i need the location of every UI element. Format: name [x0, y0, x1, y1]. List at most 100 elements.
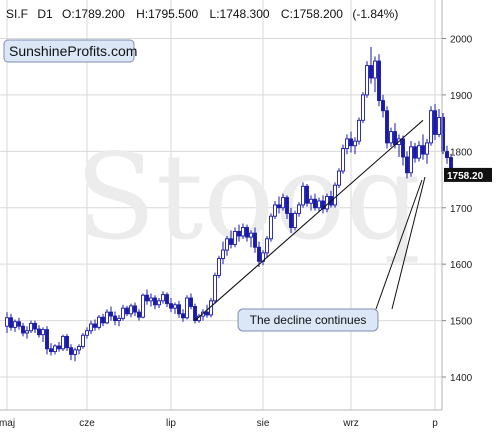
candle-body-up	[273, 204, 277, 217]
candle-body-up	[437, 117, 441, 135]
candle	[45, 326, 49, 355]
candle-body-up	[117, 317, 121, 322]
candle	[37, 325, 41, 338]
candle	[273, 200, 277, 220]
candle	[277, 196, 281, 214]
candle	[445, 145, 449, 164]
candle	[309, 195, 313, 211]
candle	[149, 293, 153, 307]
candle	[257, 241, 261, 267]
candle-body-up	[357, 119, 361, 142]
candle-body-down	[177, 304, 181, 315]
candle-body-down	[205, 311, 209, 316]
candle-body-down	[125, 307, 129, 315]
candle	[65, 334, 69, 352]
y-tick-label: 1800	[450, 147, 473, 158]
candle	[53, 344, 57, 355]
candle-body-up	[241, 227, 245, 237]
candle	[237, 224, 241, 242]
candle-body-up	[373, 60, 377, 79]
trendline-support	[194, 119, 424, 321]
candle	[289, 207, 293, 234]
candle-body-down	[153, 297, 157, 306]
candle	[241, 223, 245, 239]
candle	[205, 304, 209, 318]
candle	[369, 46, 373, 84]
candle-body-up	[361, 94, 365, 121]
candle	[429, 106, 433, 146]
candle-body-up	[417, 145, 421, 159]
candle	[357, 117, 361, 145]
candle	[253, 227, 257, 253]
candle	[109, 306, 113, 321]
candle-body-down	[433, 110, 437, 135]
y-tick-label: 1700	[450, 204, 473, 215]
candle-body-up	[25, 330, 29, 334]
candle-body-up	[89, 323, 93, 332]
candle-body-down	[93, 323, 97, 328]
candle-body-up	[81, 334, 85, 347]
current-price-tag: 1758.20	[444, 167, 492, 182]
candle-body-down	[421, 145, 425, 155]
candle	[365, 61, 369, 98]
candle	[281, 193, 285, 211]
candle	[5, 312, 9, 333]
candle-body-down	[445, 150, 449, 158]
candle	[377, 54, 381, 107]
candle	[181, 309, 185, 322]
candle	[337, 168, 341, 189]
candle	[433, 103, 437, 141]
candle-body-down	[165, 294, 169, 305]
candle	[185, 295, 189, 320]
candle	[285, 195, 289, 220]
candle	[373, 56, 377, 93]
candle-body-down	[245, 227, 249, 238]
candle-body-down	[393, 131, 397, 146]
candle	[153, 295, 157, 310]
y-tick-label: 1600	[450, 260, 473, 271]
candle-body-up	[97, 316, 101, 328]
candle-body-down	[37, 328, 41, 336]
candle-body-down	[145, 294, 149, 302]
x-tick-label: sie	[257, 418, 270, 429]
candle	[73, 347, 77, 362]
candle-body-up	[61, 335, 65, 350]
candle-body-up	[341, 148, 345, 172]
candle	[17, 317, 21, 330]
candle	[77, 344, 81, 355]
x-tick-label: p	[432, 418, 438, 429]
candle	[405, 151, 409, 179]
candle-body-down	[313, 198, 317, 209]
candle	[437, 109, 441, 138]
candle-body-down	[21, 325, 25, 334]
candle	[145, 289, 149, 305]
candle-body-up	[73, 349, 77, 355]
timeframe: D1	[37, 7, 53, 21]
candle	[221, 241, 225, 265]
candle	[265, 235, 269, 258]
logo: SunshineProfits.com	[3, 39, 137, 63]
candle-body-up	[85, 330, 89, 336]
candle-body-down	[109, 311, 113, 317]
candle	[333, 182, 337, 208]
candle-body-up	[13, 321, 17, 328]
candle-body-down	[49, 348, 53, 353]
candle	[105, 309, 109, 324]
candle	[29, 320, 33, 333]
candle-body-down	[45, 329, 49, 350]
candle-body-up	[409, 146, 413, 174]
candle-body-down	[285, 197, 289, 214]
logo-box	[3, 39, 135, 63]
candle	[313, 193, 317, 211]
candle-body-down	[33, 322, 37, 330]
candle	[169, 298, 173, 313]
price-tag-box	[444, 167, 492, 182]
candle	[349, 131, 353, 153]
candle	[25, 326, 29, 339]
x-tick-label: cze	[79, 418, 95, 429]
candle-body-down	[277, 204, 281, 209]
candle	[321, 195, 325, 214]
candle	[421, 134, 425, 160]
candle-body-down	[305, 185, 309, 204]
